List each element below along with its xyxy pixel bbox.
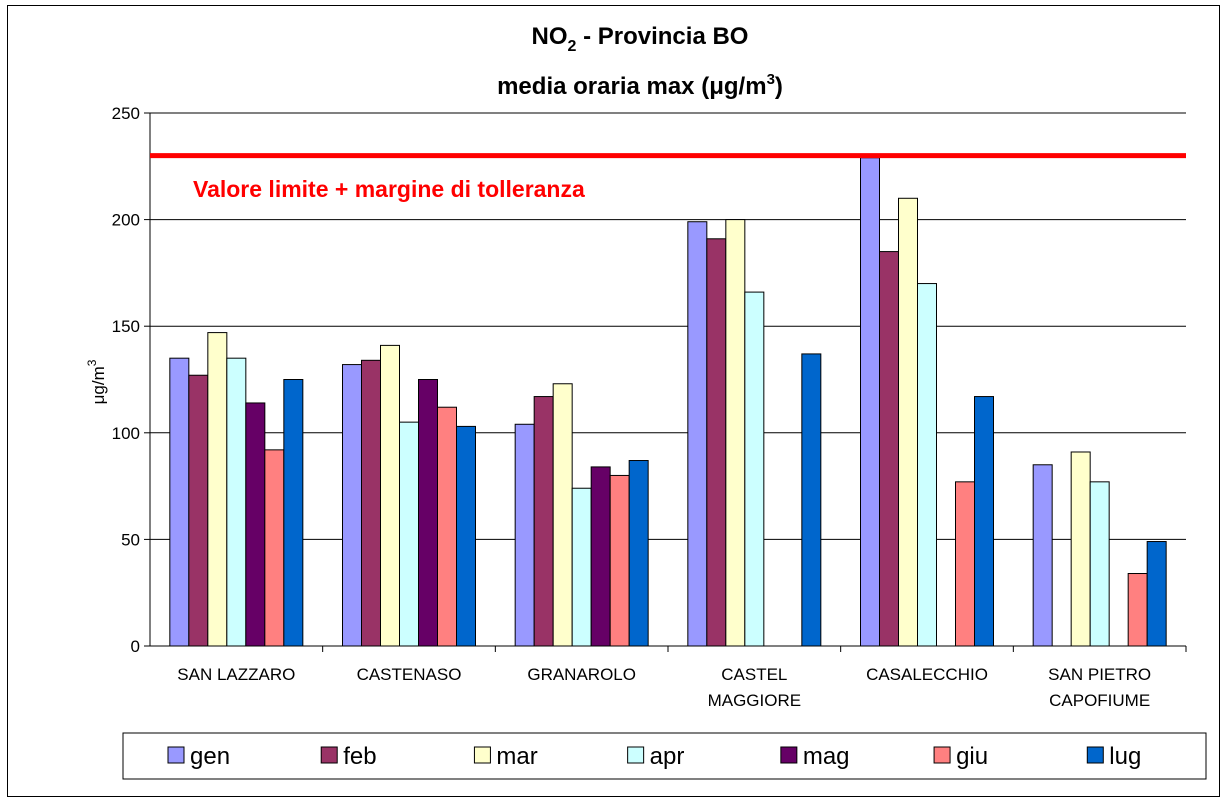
bar-lug [456,425,476,647]
legend-label-apr: apr [650,743,685,770]
legend-swatch-mag [780,746,798,764]
y-tick-label: 100 [112,424,140,443]
y-axis-label: μg/m3 [85,359,108,404]
bar-apr [917,283,937,647]
bar-feb [361,359,381,647]
legend-swatch-giu [933,746,951,764]
bar-mar [898,197,918,647]
bar-lug [1146,541,1167,647]
bar-apr [226,357,247,647]
bar-gen [169,357,190,647]
bar-lug [801,353,822,647]
legend-swatch-gen [167,746,185,764]
reference-limit: Valore limite + margine di tolleranza [150,153,1186,202]
x-category-labels: SAN LAZZARO CASTENASO GRANAROLO CASTEL MAGGI… [177,665,1151,710]
axes [144,112,1187,652]
bar-groups [169,157,1167,647]
legend-label-giu: giu [956,743,988,770]
bar-giu [955,481,975,647]
legend-swatch-mar [473,746,491,764]
y-tick-label: 200 [112,211,140,230]
bar-mar [1070,451,1091,647]
legend-swatch-lug [1086,746,1104,764]
legend-label-gen: gen [190,743,230,770]
category-label: CAPOFIUME [1049,691,1150,710]
bar-gen [860,157,880,647]
bar-mag [418,379,438,647]
gridlines [150,112,1186,540]
bar-lug [974,396,994,647]
y-tick-label: 50 [121,530,140,549]
legend-swatch-feb [320,746,338,764]
category-label: CASTENASO [357,665,462,684]
bar-mar [380,344,400,647]
bar-giu [609,474,630,647]
bar-feb [879,251,899,647]
y-tick-label: 0 [131,637,140,656]
legend-label-lug: lug [1109,743,1141,770]
bar-mar [207,332,228,647]
bar-feb [706,238,727,647]
legend: gen feb mar apr mag giu lug [122,732,1207,780]
bar-gen [342,364,362,647]
legend-label-feb: feb [343,743,376,770]
category-label: SAN PIETRO [1048,665,1151,684]
bar-gen [1032,464,1053,647]
chart-title-line1: NO2 - Provincia BO [532,23,749,55]
bar-mag [590,466,611,647]
chart-title-line2: media oraria max (μg/m3) [497,71,783,100]
bar-giu [264,449,285,647]
bar-feb [533,396,554,647]
bar-apr [399,421,419,647]
bar-gen [687,221,708,647]
y-tick-labels: 0 50 100 150 200 250 [112,104,140,656]
legend-box [122,732,1207,780]
bar-gen [514,423,535,647]
bar-feb [188,374,209,647]
category-label: MAGGIORE [708,691,802,710]
bar-lug [283,379,304,647]
y-tick-label: 250 [112,104,140,123]
category-label: CASTEL [721,665,787,684]
bar-mag [245,402,266,647]
bar-apr [744,291,765,647]
legend-swatch-apr [627,746,645,764]
legend-label-mar: mar [496,743,537,770]
bar-apr [1089,481,1110,647]
category-label: GRANAROLO [527,665,636,684]
bar-mar [552,383,573,647]
y-tick-label: 150 [112,317,140,336]
bar-apr [571,487,592,647]
bar-giu [437,406,457,647]
legend-label-mag: mag [803,743,850,770]
bar-mar [725,219,746,647]
bar-giu [1127,573,1148,647]
limit-label: Valore limite + margine di tolleranza [193,176,585,202]
category-label: CASALECCHIO [866,665,988,684]
category-label: SAN LAZZARO [177,665,295,684]
bar-lug [628,460,649,647]
